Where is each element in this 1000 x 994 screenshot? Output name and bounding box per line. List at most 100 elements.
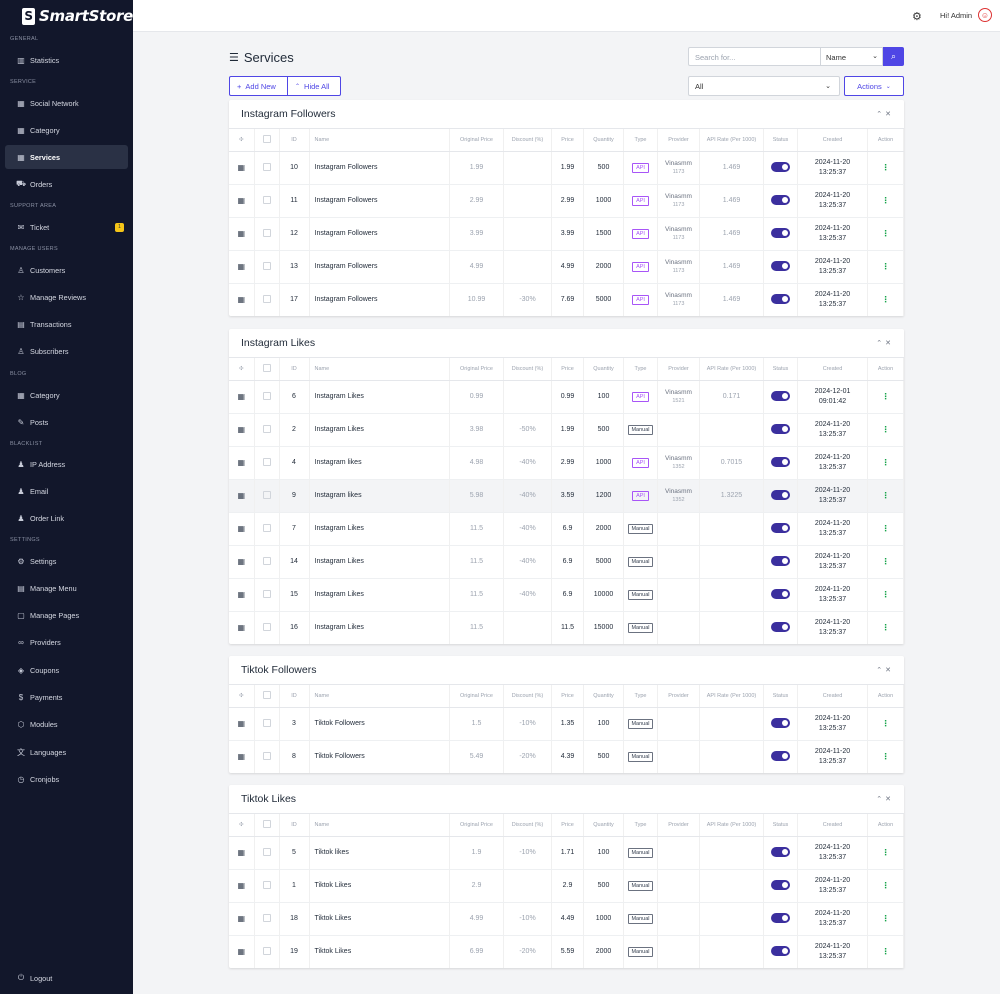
select-all-header[interactable] bbox=[254, 685, 280, 708]
row-actions-icon[interactable]: ⋮ bbox=[881, 752, 890, 762]
close-icon[interactable]: ✕ bbox=[885, 667, 894, 674]
sidebar-item-payments[interactable]: $ Payments bbox=[5, 685, 128, 709]
table-row[interactable]: ▦ 5 Tiktok likes 1.9 -10% 1.71 100 Manual 2024-1… bbox=[229, 836, 904, 870]
row-checkbox[interactable] bbox=[262, 195, 271, 204]
search-field-select[interactable]: Name ⌄ bbox=[821, 47, 883, 66]
drag-handle-icon[interactable]: ▦ bbox=[237, 295, 246, 305]
sidebar-item-languages[interactable]: 文 Languages bbox=[5, 740, 128, 764]
table-row[interactable]: ▦ 4 Instagram likes 4.98 -40% 2.99 1000 API Vina… bbox=[229, 446, 904, 480]
row-actions-icon[interactable]: ⋮ bbox=[881, 848, 890, 857]
hide-all-button[interactable]: ⌃ Hide All bbox=[288, 76, 341, 96]
status-toggle[interactable] bbox=[771, 846, 790, 857]
table-row[interactable]: ▦ 2 Instagram Likes 3.98 -50% 1.99 500 Manual 20… bbox=[229, 413, 904, 447]
drag-handle-icon[interactable]: ▦ bbox=[237, 163, 246, 172]
table-row[interactable]: ▦ 3 Tiktok Followers 1.5 -10% 1.35 100 Manual 20… bbox=[229, 707, 904, 741]
table-row[interactable]: ▦ 12 Instagram Followers 3.99 3.99 1500 API Vin… bbox=[229, 217, 904, 251]
row-checkbox[interactable] bbox=[262, 847, 271, 856]
close-icon[interactable]: ✕ bbox=[885, 796, 894, 803]
drag-handle-icon[interactable]: ▦ bbox=[237, 196, 246, 205]
status-toggle[interactable] bbox=[771, 423, 790, 434]
row-checkbox[interactable] bbox=[262, 424, 271, 433]
table-row[interactable]: ▦ 18 Tiktok Likes 4.99 -10% 4.49 1000 Manual 202… bbox=[229, 902, 904, 936]
sidebar-item-cronjobs[interactable]: ◷ Cronjobs bbox=[5, 767, 128, 791]
sidebar-item-modules[interactable]: ⬡ Modules bbox=[5, 712, 128, 736]
row-actions-icon[interactable]: ⋮ bbox=[881, 914, 890, 923]
row-checkbox[interactable] bbox=[262, 556, 271, 565]
search-button[interactable]: ⌕ bbox=[883, 47, 904, 66]
status-toggle[interactable] bbox=[771, 945, 790, 956]
drag-handle-icon[interactable]: ▦ bbox=[237, 262, 246, 271]
table-row[interactable]: ▦ 7 Instagram Likes 11.5 -40% 6.9 2000 Manual 20… bbox=[229, 512, 904, 546]
row-actions-icon[interactable]: ⋮ bbox=[881, 881, 890, 890]
table-row[interactable]: ▦ 19 Tiktok Likes 6.99 -20% 5.59 2000 Manual 202… bbox=[229, 935, 904, 968]
table-row[interactable]: ▦ 15 Instagram Likes 11.5 -40% 6.9 10000 Manual… bbox=[229, 578, 904, 612]
select-all-checkbox[interactable] bbox=[262, 134, 271, 143]
drag-handle-icon[interactable]: ▦ bbox=[237, 425, 246, 434]
drag-handle-icon[interactable]: ▦ bbox=[237, 590, 246, 599]
row-checkbox[interactable] bbox=[262, 457, 271, 466]
actions-dropdown[interactable]: Actions ⌄ bbox=[844, 76, 904, 96]
sidebar-item-ticket[interactable]: ✉ Ticket 1 bbox=[5, 215, 128, 239]
drag-handle-icon[interactable]: ▦ bbox=[237, 848, 246, 857]
sidebar-item-posts[interactable]: ✎ Posts bbox=[5, 410, 128, 434]
drag-handle-icon[interactable]: ▦ bbox=[237, 947, 246, 957]
drag-handle-icon[interactable]: ▦ bbox=[237, 557, 246, 566]
status-toggle[interactable] bbox=[771, 750, 790, 761]
status-toggle[interactable] bbox=[771, 194, 790, 205]
row-actions-icon[interactable]: ⋮ bbox=[881, 719, 890, 728]
table-row[interactable]: ▦ 13 Instagram Followers 4.99 4.99 2000 API Vin… bbox=[229, 250, 904, 284]
drag-handle-icon[interactable]: ▦ bbox=[237, 719, 246, 728]
row-checkbox[interactable] bbox=[262, 523, 271, 532]
sidebar-item-services[interactable]: ▦ Services bbox=[5, 145, 128, 169]
collapse-icon[interactable]: ⌃ bbox=[876, 111, 886, 118]
row-actions-icon[interactable]: ⋮ bbox=[881, 425, 890, 434]
sidebar-item-orders[interactable]: ⛟ Orders bbox=[5, 172, 128, 196]
row-checkbox[interactable] bbox=[262, 946, 271, 955]
row-actions-icon[interactable]: ⋮ bbox=[881, 295, 890, 305]
row-checkbox[interactable] bbox=[262, 490, 271, 499]
row-checkbox[interactable] bbox=[262, 880, 271, 889]
status-toggle[interactable] bbox=[771, 456, 790, 467]
status-toggle[interactable] bbox=[771, 390, 790, 401]
collapse-icon[interactable]: ⌃ bbox=[876, 340, 886, 347]
row-checkbox[interactable] bbox=[262, 294, 271, 303]
sidebar-item-subscribers[interactable]: ♙ Subscribers bbox=[5, 339, 128, 363]
filter-select[interactable]: All ⌄ bbox=[688, 76, 840, 96]
sidebar-item-logout[interactable]: ⏻ Logout bbox=[5, 966, 128, 990]
status-toggle[interactable] bbox=[771, 489, 790, 500]
sliders-icon[interactable]: ⚙ bbox=[912, 11, 922, 23]
sidebar-item-category[interactable]: ▦ Category bbox=[5, 118, 128, 142]
row-checkbox[interactable] bbox=[262, 162, 271, 171]
row-checkbox[interactable] bbox=[262, 228, 271, 237]
row-checkbox[interactable] bbox=[262, 718, 271, 727]
collapse-icon[interactable]: ⌃ bbox=[876, 796, 886, 803]
select-all-header[interactable] bbox=[254, 814, 280, 837]
drag-handle-icon[interactable]: ▦ bbox=[237, 914, 246, 923]
status-toggle[interactable] bbox=[771, 260, 790, 271]
row-actions-icon[interactable]: ⋮ bbox=[881, 229, 890, 238]
table-row[interactable]: ▦ 9 Instagram likes 5.98 -40% 3.59 1200 API Vina… bbox=[229, 479, 904, 513]
drag-handle-icon[interactable]: ▦ bbox=[237, 229, 246, 238]
drag-handle-icon[interactable]: ▦ bbox=[237, 458, 246, 467]
row-checkbox[interactable] bbox=[262, 622, 271, 631]
sidebar-item-social-network[interactable]: ▦ Social Network bbox=[5, 91, 128, 115]
row-actions-icon[interactable]: ⋮ bbox=[881, 557, 890, 566]
collapse-icon[interactable]: ⌃ bbox=[876, 667, 886, 674]
status-toggle[interactable] bbox=[771, 522, 790, 533]
row-actions-icon[interactable]: ⋮ bbox=[881, 458, 890, 467]
drag-handle-icon[interactable]: ▦ bbox=[237, 491, 246, 500]
drag-handle-icon[interactable]: ▦ bbox=[237, 524, 246, 533]
row-actions-icon[interactable]: ⋮ bbox=[881, 491, 890, 500]
drag-handle-icon[interactable]: ▦ bbox=[237, 392, 246, 401]
row-actions-icon[interactable]: ⋮ bbox=[881, 524, 890, 533]
row-actions-icon[interactable]: ⋮ bbox=[881, 392, 890, 401]
status-toggle[interactable] bbox=[771, 588, 790, 599]
row-actions-icon[interactable]: ⋮ bbox=[881, 590, 890, 599]
sidebar-item-category[interactable]: ▦ Category bbox=[5, 383, 128, 407]
table-row[interactable]: ▦ 11 Instagram Followers 2.99 2.99 1000 API Vin… bbox=[229, 184, 904, 218]
table-row[interactable]: ▦ 17 Instagram Followers 10.99 -30% 7.69 5000 A… bbox=[229, 283, 904, 316]
sidebar-item-transactions[interactable]: ▤ Transactions bbox=[5, 312, 128, 336]
select-all-header[interactable] bbox=[254, 129, 280, 152]
row-actions-icon[interactable]: ⋮ bbox=[881, 196, 890, 205]
drag-handle-icon[interactable]: ▦ bbox=[237, 752, 246, 762]
